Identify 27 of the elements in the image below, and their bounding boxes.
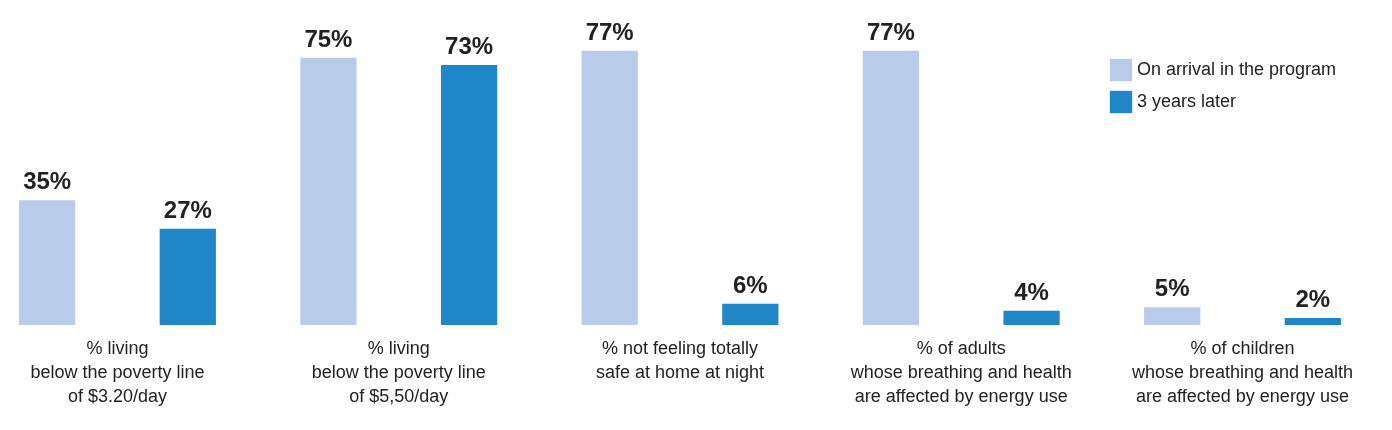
data-label: 27% [163,195,212,223]
bar [440,64,498,325]
x-tick-label: % of adults whose breathing and health are affected by energy use [849,337,1072,406]
bar [862,50,920,325]
bar [300,57,357,325]
bar [581,50,638,325]
bar [1003,310,1060,325]
x-tick-label: % not feeling totally safe at home at night [595,337,765,382]
data-label: 4% [1014,277,1049,305]
data-label: 73% [445,31,494,59]
bar [19,200,76,325]
bar [159,228,216,325]
legend-label: 3 years later [1137,91,1237,111]
data-label: 75% [304,24,353,52]
data-label: 6% [732,270,768,298]
data-label: 77% [585,17,634,45]
data-label: 5% [1154,274,1190,302]
data-label: 2% [1295,284,1331,312]
bar [1284,317,1341,325]
x-tick-label: % living below the poverty line of $3.20/day [30,337,205,406]
bar [1144,307,1201,325]
data-label: 35% [23,167,72,195]
x-tick-label: % living below the poverty line of $5,50/day [311,337,486,406]
data-label: 77% [866,17,915,45]
legend-label: On arrival in the program [1137,59,1337,79]
x-tick-label: % of children whose breathing and health are affected by energy use [1130,337,1354,406]
bar [722,303,779,325]
